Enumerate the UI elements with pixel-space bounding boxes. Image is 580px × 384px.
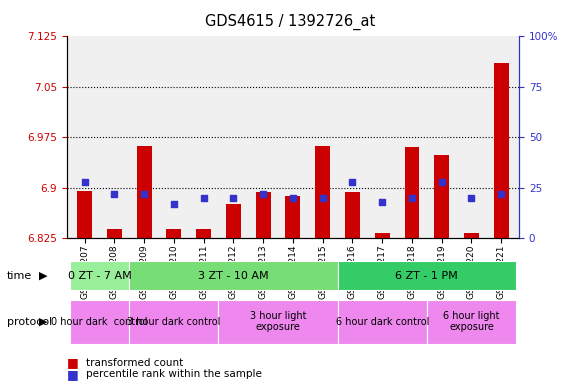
Bar [256, 192, 271, 238]
Bar [494, 63, 509, 238]
Text: 3 ZT - 10 AM: 3 ZT - 10 AM [198, 270, 269, 281]
Point [496, 191, 506, 197]
Text: GDS4615 / 1392726_at: GDS4615 / 1392726_at [205, 13, 375, 30]
Point [348, 179, 357, 185]
Bar [70, 261, 129, 290]
Point [407, 195, 416, 201]
Text: time: time [7, 270, 32, 281]
Point [318, 195, 327, 201]
Bar [434, 156, 449, 238]
Text: ■: ■ [67, 356, 78, 369]
Bar [464, 233, 479, 238]
Text: 6 hour light
exposure: 6 hour light exposure [443, 311, 500, 333]
Text: ▶: ▶ [39, 316, 48, 327]
Bar [345, 192, 360, 238]
Text: 3 hour light
exposure: 3 hour light exposure [250, 311, 306, 333]
Point [199, 195, 208, 201]
Point [378, 199, 387, 205]
Bar [315, 146, 330, 238]
Text: ▶: ▶ [39, 270, 48, 281]
Bar [196, 229, 211, 238]
Bar [404, 147, 419, 238]
Point [229, 195, 238, 201]
Bar [77, 191, 92, 238]
Bar [427, 300, 516, 344]
Bar [285, 196, 300, 238]
Text: percentile rank within the sample: percentile rank within the sample [86, 369, 262, 379]
Text: 6 ZT - 1 PM: 6 ZT - 1 PM [396, 270, 458, 281]
Bar [375, 233, 390, 238]
Bar [129, 261, 338, 290]
Point [467, 195, 476, 201]
Point [259, 191, 268, 197]
Bar [338, 300, 427, 344]
Text: transformed count: transformed count [86, 358, 183, 368]
Point [169, 201, 179, 207]
Point [80, 179, 89, 185]
Bar [137, 146, 151, 238]
Text: protocol: protocol [7, 316, 52, 327]
Point [288, 195, 298, 201]
Text: 0 ZT - 7 AM: 0 ZT - 7 AM [67, 270, 131, 281]
Bar [166, 229, 182, 238]
Bar [70, 300, 129, 344]
Bar [107, 229, 122, 238]
Text: 3 hour dark control: 3 hour dark control [127, 316, 220, 327]
Bar [129, 300, 219, 344]
Point [437, 179, 447, 185]
Text: 0 hour dark  control: 0 hour dark control [51, 316, 148, 327]
Bar [226, 205, 241, 238]
Text: ■: ■ [67, 368, 78, 381]
Bar [219, 300, 338, 344]
Bar [338, 261, 516, 290]
Point [139, 191, 148, 197]
Point [110, 191, 119, 197]
Text: 6 hour dark control: 6 hour dark control [335, 316, 429, 327]
